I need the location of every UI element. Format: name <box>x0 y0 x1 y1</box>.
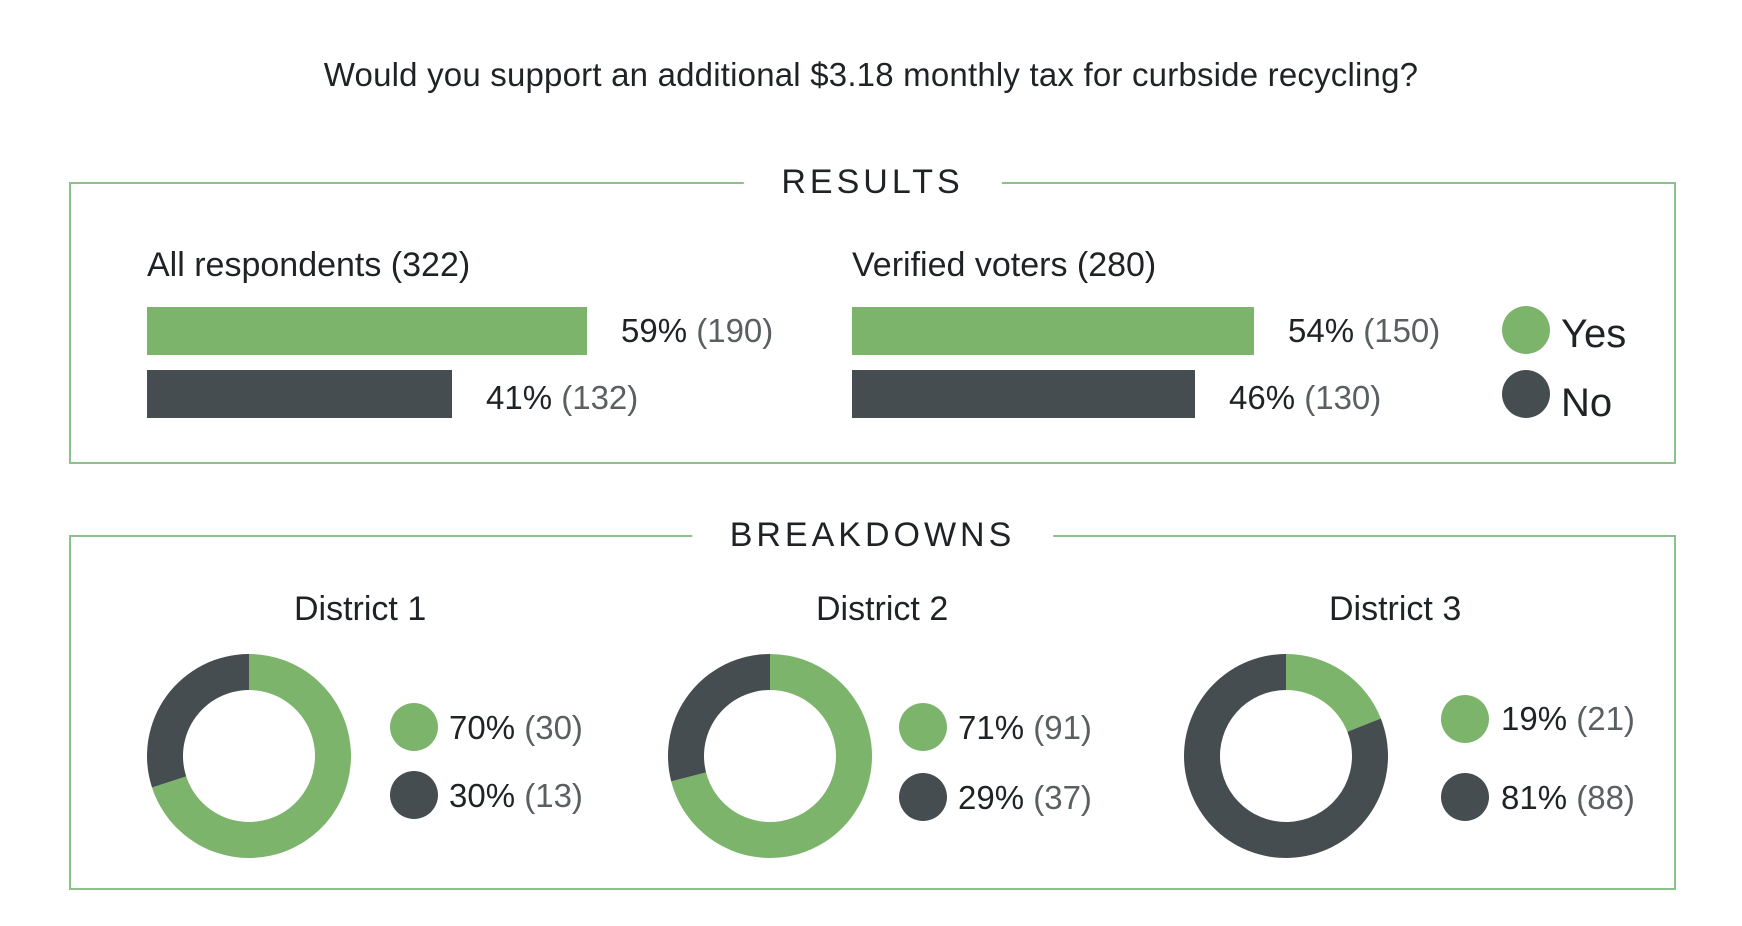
district-1-yes-label: 70% (30) <box>449 708 583 748</box>
district-1-yes-slice <box>151 654 351 858</box>
district-3-yes-slice <box>1286 654 1381 732</box>
all-yes-count: (190) <box>696 312 774 349</box>
verified-voters-no-bar <box>852 370 1195 418</box>
results-panel: RESULTS All respondents (322) 59% (190) … <box>69 160 1676 464</box>
district-2-yes-label: 71% (91) <box>958 708 1092 748</box>
verified-yes-count: (150) <box>1363 312 1441 349</box>
district-2-no-dot <box>899 773 947 821</box>
verified-voters-yes-bar <box>852 307 1254 355</box>
district-2-yes-count: (91) <box>1033 709 1092 746</box>
district-3-no-slice <box>1184 654 1388 858</box>
district-2-no-pct: 29% <box>958 779 1025 816</box>
district-3-no-dot <box>1441 773 1489 821</box>
district-1-title: District 1 <box>294 590 427 628</box>
all-respondents-yes-label: 59% (190) <box>621 311 773 351</box>
district-1-no-label: 30% (13) <box>449 776 583 816</box>
district-2-no-count: (37) <box>1033 779 1092 816</box>
all-no-count: (132) <box>561 379 639 416</box>
verified-voters-no-label: 46% (130) <box>1229 378 1381 418</box>
breakdowns-panel: BREAKDOWNS District 1 70% (30) 30% (13) … <box>69 513 1676 890</box>
all-respondents-no-label: 41% (132) <box>486 378 638 418</box>
district-3-no-pct: 81% <box>1501 779 1568 816</box>
district-3-donut <box>1184 654 1388 858</box>
district-1-yes-dot <box>390 703 438 751</box>
results-title: RESULTS <box>743 160 1002 204</box>
district-3-yes-label: 19% (21) <box>1501 699 1635 739</box>
all-respondents-title: All respondents (322) <box>147 246 471 284</box>
legend-yes-dot <box>1502 306 1550 354</box>
question-title: Would you support an additional $3.18 mo… <box>323 56 1419 93</box>
verified-yes-pct: 54% <box>1288 312 1355 349</box>
verified-no-pct: 46% <box>1229 379 1296 416</box>
district-2-no-slice <box>668 654 770 782</box>
district-1-no-dot <box>390 771 438 819</box>
verified-voters-title: Verified voters (280) <box>852 246 1157 284</box>
all-no-pct: 41% <box>486 379 553 416</box>
district-3-yes-count: (21) <box>1576 700 1635 737</box>
all-respondents-yes-bar <box>147 307 587 355</box>
district-2-title: District 2 <box>816 590 949 628</box>
all-yes-pct: 59% <box>621 312 688 349</box>
district-1-no-count: (13) <box>524 777 583 814</box>
breakdowns-title: BREAKDOWNS <box>691 513 1054 557</box>
district-1-donut <box>147 654 351 858</box>
district-1-no-pct: 30% <box>449 777 516 814</box>
district-2-donut <box>668 654 872 858</box>
district-3-yes-pct: 19% <box>1501 700 1568 737</box>
district-3-no-count: (88) <box>1576 779 1635 816</box>
district-3-title: District 3 <box>1329 590 1462 628</box>
district-2-yes-slice <box>671 654 872 858</box>
district-1-yes-pct: 70% <box>449 709 516 746</box>
district-2-yes-pct: 71% <box>958 709 1025 746</box>
legend-no-label: No <box>1561 381 1613 425</box>
district-1-no-slice <box>147 654 249 788</box>
verified-voters-yes-label: 54% (150) <box>1288 311 1440 351</box>
district-3-no-label: 81% (88) <box>1501 778 1635 818</box>
district-2-yes-dot <box>899 703 947 751</box>
verified-no-count: (130) <box>1304 379 1382 416</box>
district-1-yes-count: (30) <box>524 709 583 746</box>
all-respondents-no-bar <box>147 370 452 418</box>
district-2-no-label: 29% (37) <box>958 778 1092 818</box>
district-3-yes-dot <box>1441 695 1489 743</box>
legend-no-dot <box>1502 370 1550 418</box>
legend-yes-label: Yes <box>1561 312 1627 356</box>
